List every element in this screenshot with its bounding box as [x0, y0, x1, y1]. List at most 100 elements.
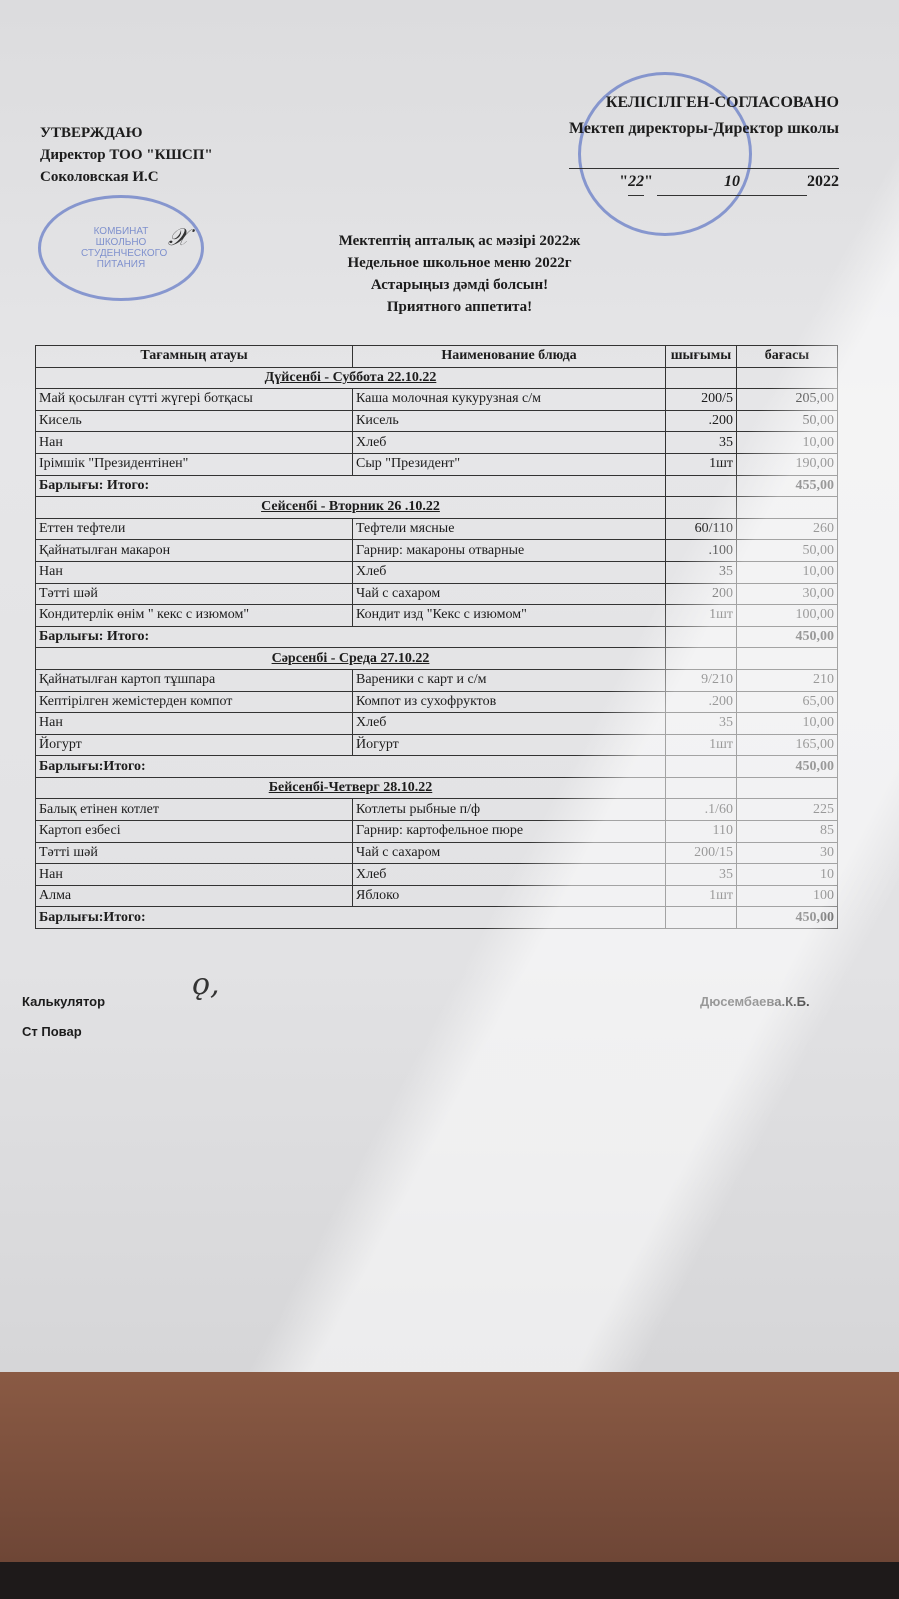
- total-label: Барлығы: Итого:: [35, 625, 666, 649]
- dish-name-kz: Кисель: [35, 409, 353, 433]
- agree-title: КЕЛІСІЛГЕН-СОГЛАСОВАНО: [605, 94, 839, 111]
- dish-price: 100,00: [736, 604, 838, 627]
- signature-calculator: ǫ,: [192, 967, 220, 1002]
- table-header: Тағамның атауы Наименование блюда шығымы…: [35, 345, 838, 368]
- total-row: Барлығы: Итого: 450,00: [35, 625, 838, 649]
- dish-price: 10,00: [736, 560, 838, 584]
- total-price: 450,00: [736, 906, 838, 930]
- dish-yield: 110: [665, 820, 737, 843]
- dish-price: 65,00: [736, 690, 838, 714]
- title-ru: Недельное школьное меню 2022г: [347, 255, 572, 271]
- table-row: Тәтті шәй Чай с сахаром 200 30,00: [35, 582, 838, 606]
- dish-yield: 35: [665, 712, 737, 735]
- dish-name-kz: Нан: [35, 863, 353, 886]
- dish-name-kz: Ірімшік "Президентінен": [35, 452, 353, 476]
- calculator-name: Дюсембаева.К.Б.: [700, 994, 810, 1009]
- dish-name-ru: Компот из сухофруктов: [352, 690, 666, 714]
- table-row: Алма Яблоко 1шт 100: [35, 884, 838, 908]
- dish-name-kz: Май қосылған сүтті жүгері ботқасы: [35, 388, 353, 411]
- dish-name-kz: Тәтті шәй: [35, 841, 353, 865]
- dish-price: 30: [736, 841, 838, 865]
- dish-name-kz: Нан: [35, 431, 353, 454]
- greeting-kz: Астарыңыз дәмді болсын!: [370, 277, 549, 293]
- total-price: 450,00: [736, 625, 838, 649]
- table-row: Еттен тефтели Тефтели мясные 60/110 260: [35, 517, 838, 541]
- table-row: Нан Хлеб 35 10: [35, 863, 838, 886]
- calculator-label: Калькулятор: [22, 994, 106, 1009]
- dish-yield: 200/5: [665, 388, 737, 411]
- table-row: Май қосылған сүтті жүгері ботқасы Каша мо…: [35, 388, 838, 411]
- dish-name-kz: Тәтті шәй: [35, 582, 353, 606]
- dish-name-ru: Сыр "Президент": [352, 452, 666, 476]
- col-name-kz: Тағамның атауы: [35, 345, 353, 368]
- dish-price: 205,00: [736, 388, 838, 411]
- dish-yield: 1шт: [665, 884, 737, 908]
- dish-yield: 9/210: [665, 668, 737, 692]
- approve-name: Соколовская И.С: [40, 169, 159, 185]
- dish-price: 225: [736, 798, 838, 822]
- day-header-row: Сәрсенбі - Среда 27.10.22: [35, 647, 838, 670]
- dish-price: 210: [736, 668, 838, 692]
- day-title: Дүйсенбі - Суббота 22.10.22: [35, 366, 666, 390]
- dish-name-ru: Кисель: [352, 409, 666, 433]
- dish-name-kz: Нан: [35, 560, 353, 584]
- dish-name-ru: Хлеб: [352, 431, 666, 454]
- total-price: 455,00: [736, 474, 838, 498]
- table-row: Балық етінен котлет Котлеты рыбные п/ф .1/…: [35, 798, 838, 822]
- dish-yield: 35: [665, 560, 737, 584]
- table-row: Кептірілген жемістерден компот Компот из …: [35, 690, 838, 714]
- dish-yield: 200: [665, 582, 737, 606]
- table-row: Нан Хлеб 35 10,00: [35, 712, 838, 735]
- cook-label: Ст Повар: [22, 1024, 82, 1039]
- dish-name-ru: Гарнир: макароны отварные: [352, 539, 666, 562]
- table-row: Қайнатылған картоп тұшпара Вареники с кар…: [35, 668, 838, 692]
- dish-yield: 1шт: [665, 452, 737, 476]
- dish-name-kz: Кондитерлік өнім " кекс с изюмом": [35, 604, 353, 627]
- dish-price: 10: [736, 863, 838, 886]
- dish-yield: 60/110: [665, 517, 737, 541]
- dish-price: 100: [736, 884, 838, 908]
- dish-name-ru: Гарнир: картофельное пюре: [352, 820, 666, 843]
- dish-name-ru: Хлеб: [352, 712, 666, 735]
- table-row: Картоп езбесі Гарнир: картофельное пюре 11…: [35, 820, 838, 843]
- dish-name-kz: Кептірілген жемістерден компот: [35, 690, 353, 714]
- col-price: бағасы: [736, 345, 838, 368]
- table-row: Ірімшік "Президентінен" Сыр "Президент" 1ш…: [35, 452, 838, 476]
- dish-price: 50,00: [736, 409, 838, 433]
- dish-yield: 200/15: [665, 841, 737, 865]
- dish-name-kz: Қайнатылған картоп тұшпара: [35, 668, 353, 692]
- day-header-row: Сейсенбі - Вторник 26 .10.22: [35, 496, 838, 519]
- dish-name-ru: Хлеб: [352, 560, 666, 584]
- table-row: Тәтті шәй Чай с сахаром 200/15 30: [35, 841, 838, 865]
- day-title: Сәрсенбі - Среда 27.10.22: [35, 647, 666, 670]
- dish-price: 10,00: [736, 712, 838, 735]
- table-row: Нан Хлеб 35 10,00: [35, 560, 838, 584]
- dish-yield: 35: [665, 863, 737, 886]
- dish-yield: .100: [665, 539, 737, 562]
- approve-position: Директор ТОО "КШСП": [40, 147, 213, 163]
- table-row: Нан Хлеб 35 10,00: [35, 431, 838, 454]
- dish-yield: .200: [665, 409, 737, 433]
- total-label: Барлығы:Итого:: [35, 906, 666, 930]
- dish-price: 165,00: [736, 733, 838, 757]
- dish-name-kz: Нан: [35, 712, 353, 735]
- floor: [0, 1562, 899, 1599]
- agree-block: КЕЛІСІЛГЕН-СОГЛАСОВАНО Мектеп директоры-…: [569, 90, 839, 196]
- dish-price: 30,00: [736, 582, 838, 606]
- agree-position: Мектеп директоры-Директор школы: [568, 120, 839, 137]
- dish-yield: .200: [665, 690, 737, 714]
- menu-table: Тағамның атауы Наименование блюда шығымы…: [35, 345, 838, 930]
- menu-titles: Мектептің апталық ас мәзірі 2022ж Недель…: [0, 230, 899, 318]
- dish-name-ru: Яблоко: [352, 884, 666, 908]
- dish-name-kz: Йогурт: [35, 733, 353, 757]
- dish-name-ru: Котлеты рыбные п/ф: [352, 798, 666, 822]
- dish-yield: .1/60: [665, 798, 737, 822]
- col-yield: шығымы: [665, 345, 737, 368]
- total-label: Барлығы:Итого:: [35, 755, 666, 778]
- dish-yield: 1шт: [665, 733, 737, 757]
- dish-name-kz: Алма: [35, 884, 353, 908]
- dish-price: 85: [736, 820, 838, 843]
- total-row: Барлығы: Итого: 455,00: [35, 474, 838, 498]
- dish-price: 50,00: [736, 539, 838, 562]
- total-row: Барлығы:Итого: 450,00: [35, 906, 838, 930]
